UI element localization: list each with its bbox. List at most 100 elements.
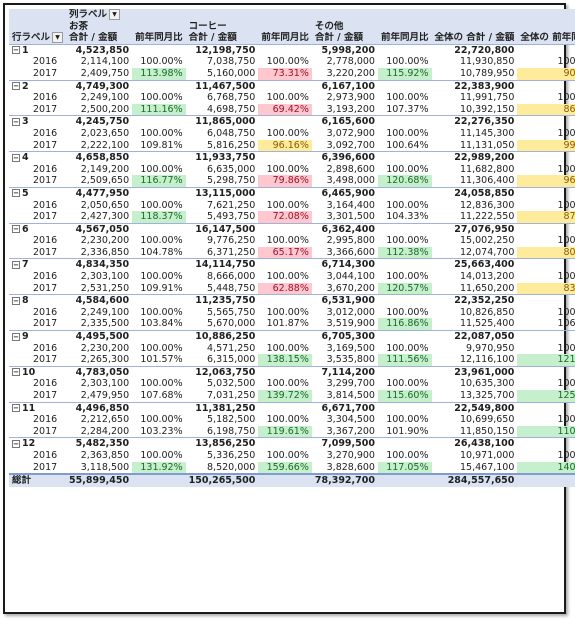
amount-cell[interactable]: 3,519,900 xyxy=(326,318,375,330)
yoy-cell[interactable]: 100.00% xyxy=(386,163,429,175)
amount-cell[interactable]: 10,635,300 xyxy=(460,378,515,390)
month-row[interactable]: −12 5,482,350 13,856,250 7,099,500 26,438,10… xyxy=(9,437,575,450)
yoy-cell[interactable] xyxy=(258,115,312,128)
amount-cell[interactable]: 2,249,100 xyxy=(80,306,130,318)
amount-cell[interactable]: 6,315,000 xyxy=(207,354,256,366)
dropdown-arrow-icon[interactable]: ▼ xyxy=(52,32,64,44)
yoy-cell[interactable]: 111.56% xyxy=(377,354,432,367)
amount-cell[interactable]: 2,427,300 xyxy=(80,211,130,223)
yoy-cell[interactable] xyxy=(377,294,432,307)
grand-total-cell[interactable]: 150,265,500 xyxy=(185,473,259,487)
amount-cell[interactable]: 11,933,750 xyxy=(185,151,259,164)
grand-total-cell[interactable] xyxy=(132,473,186,487)
amount-cell[interactable]: 11,235,750 xyxy=(185,294,259,307)
collapse-icon[interactable]: − xyxy=(12,368,20,377)
yoy-cell[interactable]: 118.37% xyxy=(132,211,186,224)
amount-cell[interactable]: 4,658,850 xyxy=(66,151,133,164)
amount-cell[interactable]: 2,249,100 xyxy=(80,92,130,104)
month-row[interactable]: −3 4,245,750 11,865,000 6,165,600 22,276,350 xyxy=(9,115,575,128)
amount-cell[interactable]: 10,886,250 xyxy=(185,330,259,343)
yoy-cell[interactable]: 100.00% xyxy=(140,127,183,139)
yoy-cell[interactable]: 100.00% xyxy=(140,378,183,390)
yoy-cell[interactable]: 100.00% xyxy=(557,306,575,318)
yoy-cell[interactable] xyxy=(377,186,432,200)
amount-cell[interactable]: 4,834,350 xyxy=(66,258,133,272)
yoy-cell[interactable]: 104.78% xyxy=(140,246,183,258)
amount-cell[interactable]: 11,991,750 xyxy=(460,92,515,104)
yoy-cell[interactable] xyxy=(517,115,575,128)
collapse-icon[interactable]: − xyxy=(12,439,20,448)
amount-cell[interactable]: 4,496,850 xyxy=(66,401,133,415)
yoy-cell[interactable]: 100.00% xyxy=(386,378,429,390)
amount-cell[interactable]: 5,182,500 xyxy=(207,414,256,426)
year-row[interactable]: 2016 2,230,200 100.00% 4,571,250 100.00% 3,16… xyxy=(9,343,575,355)
yoy-cell[interactable]: 107.37% xyxy=(386,103,429,115)
yoy-cell[interactable] xyxy=(517,79,575,93)
amount-cell[interactable]: 12,063,750 xyxy=(185,365,259,379)
yoy-cell[interactable]: 100.00% xyxy=(557,342,575,354)
yoy-cell[interactable]: 107.68% xyxy=(140,390,183,401)
yoy-cell[interactable] xyxy=(517,401,575,415)
yoy-cell[interactable]: 159.66% xyxy=(258,461,312,475)
yoy-cell[interactable]: 115.60% xyxy=(377,390,432,403)
amount-cell[interactable]: 22,720,800 xyxy=(431,43,518,57)
amount-cell[interactable]: 11,865,000 xyxy=(185,115,259,128)
amount-cell[interactable]: 2,212,650 xyxy=(80,414,130,426)
yoy-cell[interactable]: 125.30% xyxy=(517,390,575,403)
yoy-cell[interactable]: 83.14% xyxy=(517,282,575,295)
yoy-cell[interactable] xyxy=(258,151,312,164)
amount-cell[interactable]: 4,698,750 xyxy=(207,103,256,115)
amount-cell[interactable]: 2,778,000 xyxy=(326,56,375,68)
yoy-cell[interactable] xyxy=(258,330,312,343)
yoy-cell[interactable]: 100.00% xyxy=(386,271,429,283)
year-row[interactable]: 2017 2,479,950 107.68% 7,031,250 139.72% 3,81… xyxy=(9,390,575,403)
amount-cell[interactable]: 11,682,800 xyxy=(460,163,515,175)
yoy-cell[interactable]: 101.90% xyxy=(386,425,429,437)
collapse-icon[interactable]: − xyxy=(12,153,20,162)
yoy-cell[interactable] xyxy=(377,79,432,93)
year-row[interactable]: 2016 2,303,100 100.00% 8,666,000 100.00% 3,04… xyxy=(9,271,575,283)
yoy-cell[interactable]: 100.00% xyxy=(266,163,309,175)
yoy-cell[interactable]: 86.66% xyxy=(517,103,575,116)
yoy-cell[interactable]: 109.81% xyxy=(140,139,183,151)
amount-cell[interactable]: 6,371,250 xyxy=(207,246,256,258)
yoy-cell[interactable]: 100.00% xyxy=(557,378,575,390)
yoy-cell[interactable]: 111.16% xyxy=(132,103,186,116)
amount-cell[interactable]: 2,023,650 xyxy=(80,127,130,139)
amount-cell[interactable]: 27,076,950 xyxy=(431,222,518,236)
amount-cell[interactable]: 9,776,250 xyxy=(207,235,256,247)
yoy-cell[interactable]: 119.61% xyxy=(258,425,312,438)
yoy-cell[interactable]: 100.64% xyxy=(386,139,429,151)
yoy-cell[interactable]: 100.00% xyxy=(140,271,183,283)
yoy-cell[interactable]: 73.31% xyxy=(258,67,312,81)
yoy-cell[interactable]: 62.88% xyxy=(258,282,312,295)
yoy-cell[interactable] xyxy=(377,43,432,57)
yoy-cell[interactable] xyxy=(517,258,575,272)
grand-total-cell[interactable]: 78,392,700 xyxy=(311,473,378,487)
amount-cell[interactable]: 4,523,850 xyxy=(66,43,133,57)
amount-cell[interactable]: 4,749,300 xyxy=(66,79,133,93)
yoy-cell[interactable]: 100.00% xyxy=(386,56,429,68)
yoy-cell[interactable] xyxy=(258,79,312,93)
amount-cell[interactable]: 2,509,650 xyxy=(80,175,130,187)
yoy-cell[interactable]: 100.00% xyxy=(140,449,183,461)
amount-cell[interactable]: 2,149,200 xyxy=(80,163,130,175)
yoy-cell[interactable] xyxy=(517,294,575,307)
yoy-cell[interactable]: 99.87% xyxy=(517,139,575,152)
amount-cell[interactable]: 3,366,600 xyxy=(326,246,375,258)
year-row[interactable]: 2017 2,335,500 103.84% 5,670,000 101.87% 3,51… xyxy=(9,318,575,331)
yoy-cell[interactable]: 90.44% xyxy=(517,67,575,81)
amount-cell[interactable]: 5,670,000 xyxy=(207,318,256,330)
yoy-cell[interactable]: 80.49% xyxy=(517,246,575,259)
amount-cell[interactable]: 8,520,000 xyxy=(207,461,256,473)
amount-cell[interactable]: 4,571,250 xyxy=(207,342,256,354)
amount-cell[interactable]: 13,856,250 xyxy=(185,437,259,450)
yoy-cell[interactable]: 100.00% xyxy=(266,449,309,461)
yoy-cell[interactable] xyxy=(132,330,186,343)
yoy-cell[interactable]: 100.00% xyxy=(266,414,309,426)
yoy-cell[interactable]: 100.00% xyxy=(386,414,429,426)
amount-cell[interactable]: 5,448,750 xyxy=(207,282,256,294)
yoy-cell[interactable]: 101.57% xyxy=(140,354,183,366)
yoy-cell[interactable] xyxy=(132,79,186,93)
amount-cell[interactable]: 3,304,500 xyxy=(326,414,375,426)
